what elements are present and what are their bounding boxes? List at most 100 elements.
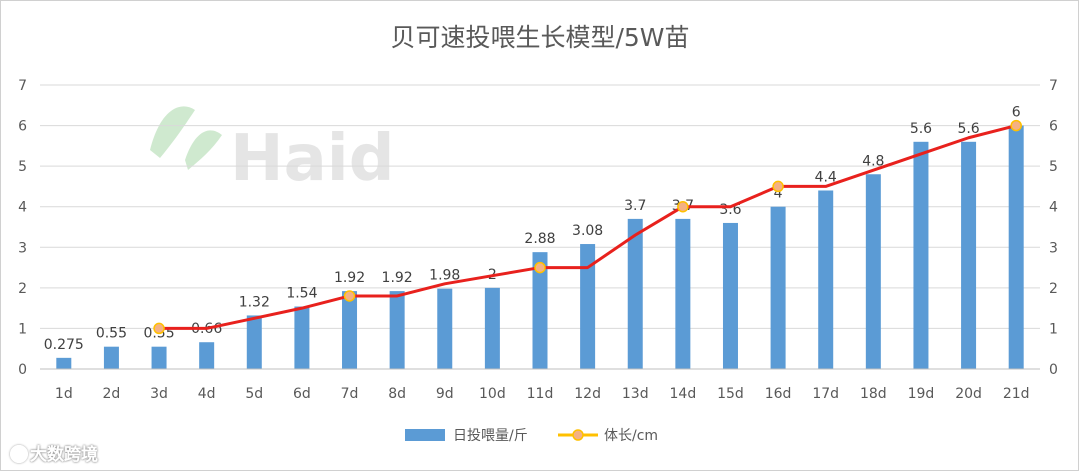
chart-title: 贝可速投喂生长模型/5W苗	[390, 23, 689, 52]
line-series	[153, 119, 1022, 335]
bar-data-labels: 0.2750.550.550.661.321.541.921.921.9822.…	[44, 105, 1021, 353]
legend-label-line: 体长/cm	[604, 428, 658, 444]
bar	[675, 218, 691, 369]
bar-data-label: 2.88	[524, 231, 555, 247]
bar-data-label: 0.275	[44, 337, 84, 353]
y2-tick-label: 2	[1049, 281, 1058, 297]
line-marker	[772, 180, 784, 193]
bar-data-label: 3.08	[572, 223, 603, 239]
y-tick-label: 1	[18, 321, 27, 337]
bar	[56, 357, 72, 369]
x-tick-label: 11d	[527, 386, 554, 402]
bar	[627, 218, 643, 369]
bar-data-label: 1.92	[334, 270, 365, 286]
y-tick-label: 2	[18, 281, 27, 297]
legend-swatch-bar	[405, 429, 445, 441]
y2-tick-label: 5	[1049, 159, 1058, 175]
bar-data-label: 4.8	[862, 153, 884, 169]
y2-tick-label: 0	[1049, 362, 1058, 378]
x-tick-label: 4d	[198, 386, 216, 402]
x-tick-label: 13d	[622, 386, 649, 402]
corner-logo-icon	[10, 445, 28, 463]
line-marker	[677, 200, 689, 213]
bar-data-label: 3.7	[624, 198, 646, 214]
bar	[437, 288, 453, 369]
y-tick-label: 6	[18, 119, 27, 135]
watermark-leaf-icon	[150, 106, 222, 170]
legend-swatch-marker	[572, 429, 584, 441]
corner-watermark: 大数跨境	[10, 440, 98, 465]
x-tick-label: 3d	[150, 386, 168, 402]
x-tick-label: 7d	[341, 386, 359, 402]
bar	[722, 222, 738, 369]
bar-data-label: 5.6	[910, 121, 932, 137]
corner-watermark-text: 大数跨境	[30, 445, 98, 465]
bar-data-label: 1.54	[286, 286, 317, 302]
x-tick-label: 2d	[103, 386, 121, 402]
x-tick-label: 12d	[574, 386, 601, 402]
line-series-path	[159, 124, 1017, 330]
bar	[103, 346, 119, 369]
bar	[580, 244, 596, 369]
x-tick-label: 1d	[55, 386, 73, 402]
bar-data-label: 1.32	[239, 294, 270, 310]
x-tick-label: 5d	[245, 386, 263, 402]
x-tick-label: 18d	[860, 386, 887, 402]
bar-data-label: 1.98	[429, 268, 460, 284]
y2-tick-label: 7	[1049, 78, 1058, 94]
x-tick-label: 17d	[812, 386, 839, 402]
bar	[961, 141, 977, 369]
bar	[389, 291, 405, 369]
legend-label-bar: 日投喂量/斤	[453, 428, 528, 444]
y-tick-label: 3	[18, 240, 27, 256]
bar-data-label: 4.4	[815, 169, 837, 185]
y-tick-label: 4	[18, 200, 27, 216]
x-tick-label: 16d	[765, 386, 792, 402]
bar-data-label: 1.92	[382, 270, 413, 286]
y-tick-label: 0	[18, 362, 27, 378]
bar-data-label: 4	[774, 186, 783, 202]
x-axis: 1d 2d 3d 4d 5d 6d 7d 8d 9d 10d 11d 12d 13d 14d 15d 16d 1…	[40, 368, 1040, 402]
bar	[1008, 125, 1024, 369]
bar-data-label: 6	[1012, 105, 1021, 121]
y-axis-right: 0 1 2 3 4 5 6 7	[1049, 78, 1058, 378]
legend: 日投喂量/斤 体长/cm	[405, 428, 658, 444]
bar	[199, 342, 215, 369]
x-tick-label: 10d	[479, 386, 506, 402]
y2-tick-label: 1	[1049, 321, 1058, 337]
bar	[770, 206, 786, 369]
x-tick-label: 8d	[388, 386, 406, 402]
watermark-brand: Haid	[230, 122, 395, 196]
bar	[342, 291, 358, 369]
bar-data-label: 0.55	[96, 326, 127, 342]
bar	[151, 346, 167, 369]
y-tick-label: 7	[18, 78, 27, 94]
haid-watermark: Haid	[124, 88, 395, 196]
bar	[294, 306, 310, 369]
x-tick-label: 19d	[908, 386, 935, 402]
bar	[246, 315, 262, 369]
line-marker	[1010, 119, 1022, 132]
y-tick-label: 5	[18, 159, 27, 175]
bar	[865, 174, 881, 369]
y2-tick-label: 3	[1049, 240, 1058, 256]
bar	[913, 141, 929, 369]
y2-tick-label: 4	[1049, 200, 1058, 216]
bar-data-label: 5.6	[957, 121, 979, 137]
bar-series	[56, 125, 1024, 369]
y2-tick-label: 6	[1049, 119, 1058, 135]
bar	[484, 287, 500, 369]
line-marker	[153, 322, 165, 335]
line-marker	[343, 290, 356, 302]
x-tick-label: 14d	[670, 386, 697, 402]
y-axis-left: 0 1 2 3 4 5 6 7	[18, 78, 27, 378]
x-tick-label: 21d	[1003, 386, 1030, 402]
x-tick-label: 6d	[293, 386, 311, 402]
x-tick-label: 15d	[717, 386, 744, 402]
line-marker	[534, 261, 546, 274]
bar	[818, 190, 834, 369]
x-tick-label: 9d	[436, 386, 454, 402]
bar	[532, 252, 548, 369]
